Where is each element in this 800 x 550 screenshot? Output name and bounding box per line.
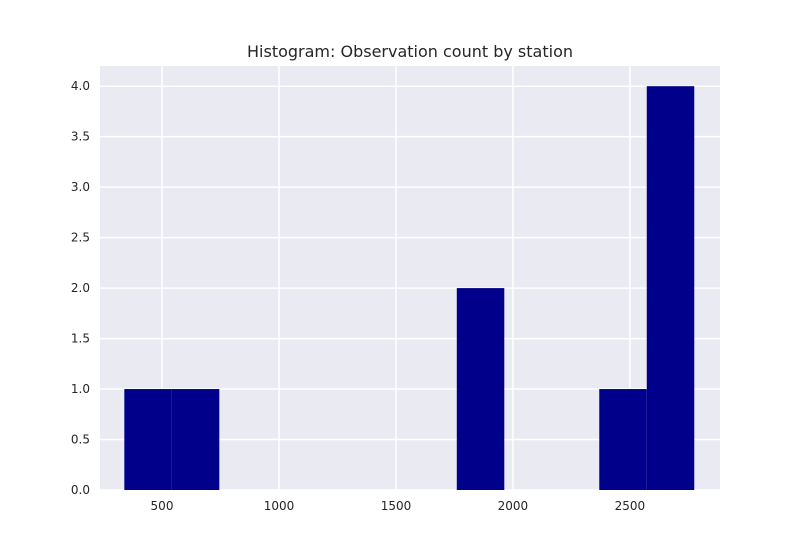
x-tick-label: 1500 [381,499,412,513]
histogram-bar-12 [646,86,695,490]
y-tick-label: 2.0 [71,281,90,295]
chart-title: Histogram: Observation count by station [247,42,573,61]
x-tick-label: 2000 [498,499,529,513]
histogram-bar-8 [456,288,505,490]
y-tick-label: 0.5 [71,433,90,447]
y-tick-label: 1.5 [71,332,90,346]
y-tick-label: 2.5 [71,231,90,245]
y-tick-label: 3.0 [71,180,90,194]
histogram-bar-2 [171,389,220,490]
histogram-bar-11 [599,389,647,490]
y-tick-label: 1.0 [71,382,90,396]
x-axis-ticks: 500 1000 1500 2000 2500 [151,499,646,513]
y-tick-label: 4.0 [71,79,90,93]
histogram-bar-1 [124,389,172,490]
y-tick-label: 3.5 [71,130,90,144]
x-tick-label: 500 [151,499,174,513]
x-tick-label: 2500 [615,499,646,513]
y-axis-ticks: 0.0 0.5 1.0 1.5 2.0 2.5 3.0 3.5 4.0 [71,79,90,497]
y-tick-label: 0.0 [71,483,90,497]
x-tick-label: 1000 [264,499,295,513]
histogram-bars [124,86,695,490]
